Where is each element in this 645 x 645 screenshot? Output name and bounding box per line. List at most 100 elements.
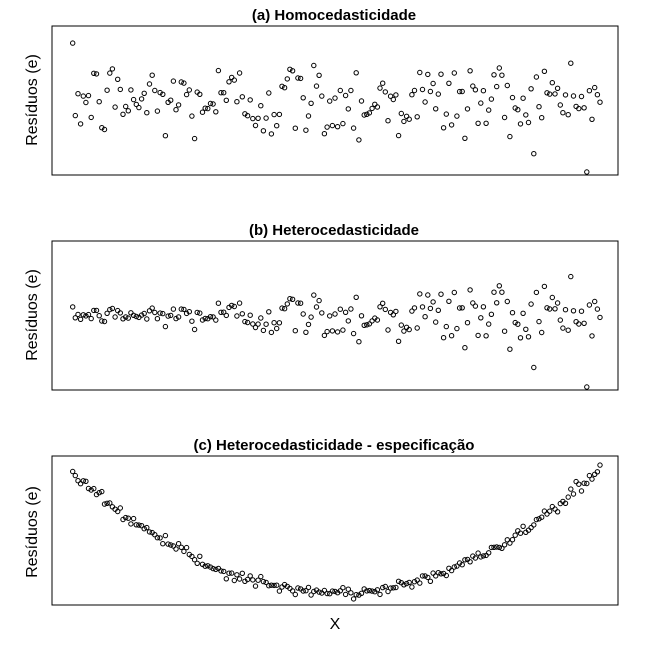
scatter-point — [75, 478, 81, 484]
scatter-point — [125, 515, 132, 521]
scatter-point — [250, 321, 256, 327]
scatter-point — [387, 585, 394, 591]
scatter-point — [557, 317, 563, 323]
scatter-point — [213, 317, 219, 323]
scatter-point — [308, 314, 314, 320]
scatter-point — [189, 113, 195, 119]
scatter-point — [483, 552, 489, 559]
scatter-point — [107, 70, 113, 76]
scatter-point — [411, 305, 418, 311]
scatter-point — [390, 312, 396, 318]
scatter-point — [499, 545, 505, 551]
scatter-point — [570, 491, 577, 497]
scatter-point — [284, 76, 290, 82]
scatter-point — [470, 300, 476, 306]
scatter-point — [324, 328, 330, 335]
scatter-point — [85, 92, 92, 99]
scatter-point — [565, 494, 571, 500]
scatter-point — [223, 312, 230, 319]
scatter-point — [207, 100, 214, 107]
scatter-point — [157, 535, 163, 541]
scatter-point — [451, 564, 457, 570]
scatter-point — [568, 60, 574, 66]
panel-a-title: (a) Homocedasticidade — [252, 7, 416, 24]
scatter-point — [406, 326, 412, 333]
scatter-point — [509, 537, 516, 543]
scatter-point — [512, 532, 518, 538]
scatter-point — [289, 296, 296, 302]
scatter-point — [239, 311, 246, 317]
panel-c-plot-frame — [51, 455, 619, 606]
scatter-point — [239, 94, 246, 100]
scatter-point — [372, 101, 378, 108]
scatter-point — [279, 83, 285, 90]
scatter-point — [327, 98, 333, 104]
scatter-point — [152, 309, 158, 316]
scatter-point — [136, 104, 142, 111]
scatter-point — [433, 319, 439, 325]
scatter-point — [202, 105, 208, 111]
scatter-point — [329, 122, 336, 129]
scatter-point — [345, 106, 351, 112]
scatter-point — [486, 550, 492, 556]
scatter-point — [488, 544, 495, 551]
panel-b-plot-frame — [51, 240, 619, 391]
scatter-point — [409, 584, 415, 590]
scatter-point — [419, 86, 426, 93]
scatter-point — [568, 486, 574, 492]
scatter-point — [494, 83, 500, 90]
scatter-point — [244, 113, 251, 119]
scatter-point — [173, 546, 179, 552]
scatter-point — [414, 577, 420, 583]
scatter-point — [289, 68, 296, 74]
scatter-point — [358, 590, 365, 596]
scatter-point — [334, 124, 341, 130]
scatter-point — [308, 592, 314, 598]
scatter-point — [504, 82, 510, 89]
scatter-point — [149, 72, 155, 78]
scatter-point — [589, 476, 595, 482]
scatter-point — [303, 329, 309, 335]
scatter-point — [300, 588, 306, 594]
scatter-point — [215, 300, 222, 306]
scatter-point — [85, 311, 92, 318]
scatter-point — [345, 586, 351, 592]
scatter-point — [93, 307, 100, 314]
scatter-point — [401, 328, 407, 334]
scatter-point — [213, 566, 219, 573]
scatter-point — [581, 105, 587, 111]
scatter-point — [494, 300, 500, 306]
scatter-point — [337, 306, 343, 312]
scatter-point — [494, 544, 500, 550]
scatter-point — [459, 562, 465, 568]
scatter-point — [70, 304, 76, 310]
scatter-point — [353, 294, 359, 300]
scatter-point — [401, 582, 407, 588]
scatter-point — [202, 563, 208, 569]
scatter-point — [197, 310, 203, 316]
scatter-point — [483, 333, 489, 339]
scatter-point — [215, 67, 222, 74]
scatter-point — [311, 62, 317, 69]
scatter-point — [547, 508, 553, 514]
scatter-point — [472, 303, 479, 309]
scatter-point — [226, 79, 232, 85]
scatter-point — [266, 90, 272, 96]
scatter-point — [425, 574, 431, 581]
scatter-point — [146, 308, 153, 314]
scatter-point — [205, 105, 211, 112]
scatter-point — [554, 300, 561, 306]
scatter-point — [276, 111, 283, 118]
scatter-point — [515, 107, 521, 113]
scatter-point — [234, 313, 240, 319]
scatter-point — [337, 87, 343, 94]
scatter-point — [117, 310, 124, 316]
scatter-point — [348, 306, 354, 312]
scatter-point — [552, 91, 558, 97]
scatter-point — [422, 99, 428, 105]
scatter-point — [528, 524, 534, 531]
scatter-point — [417, 580, 423, 586]
scatter-point — [472, 87, 479, 93]
scatter-point — [398, 322, 404, 328]
scatter-point — [221, 568, 227, 575]
